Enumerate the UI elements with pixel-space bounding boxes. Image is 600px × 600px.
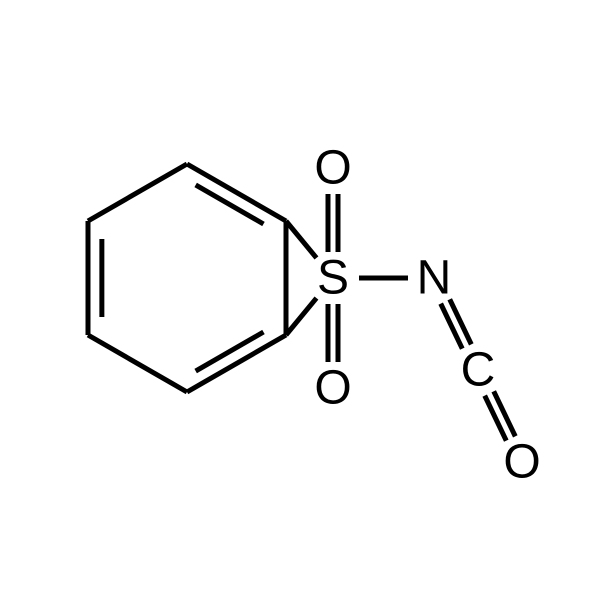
bond-line	[286, 298, 316, 335]
molecule-diagram: SOONCO	[0, 0, 600, 600]
atom-label-o: O	[503, 436, 540, 489]
bond-line	[286, 221, 316, 258]
bond-line	[187, 164, 286, 221]
bond-line	[485, 396, 507, 441]
atom-label-s: S	[317, 252, 349, 305]
atom-label-o: O	[314, 362, 351, 415]
bond-line	[187, 335, 286, 392]
bond-line	[441, 304, 463, 349]
atom-label-o: O	[314, 142, 351, 195]
atom-label-n: N	[417, 252, 452, 305]
bond-line	[494, 391, 516, 436]
bond-line	[88, 164, 187, 221]
bond-line	[88, 335, 187, 392]
bond-line	[450, 299, 472, 344]
atom-label-c: C	[461, 344, 496, 397]
